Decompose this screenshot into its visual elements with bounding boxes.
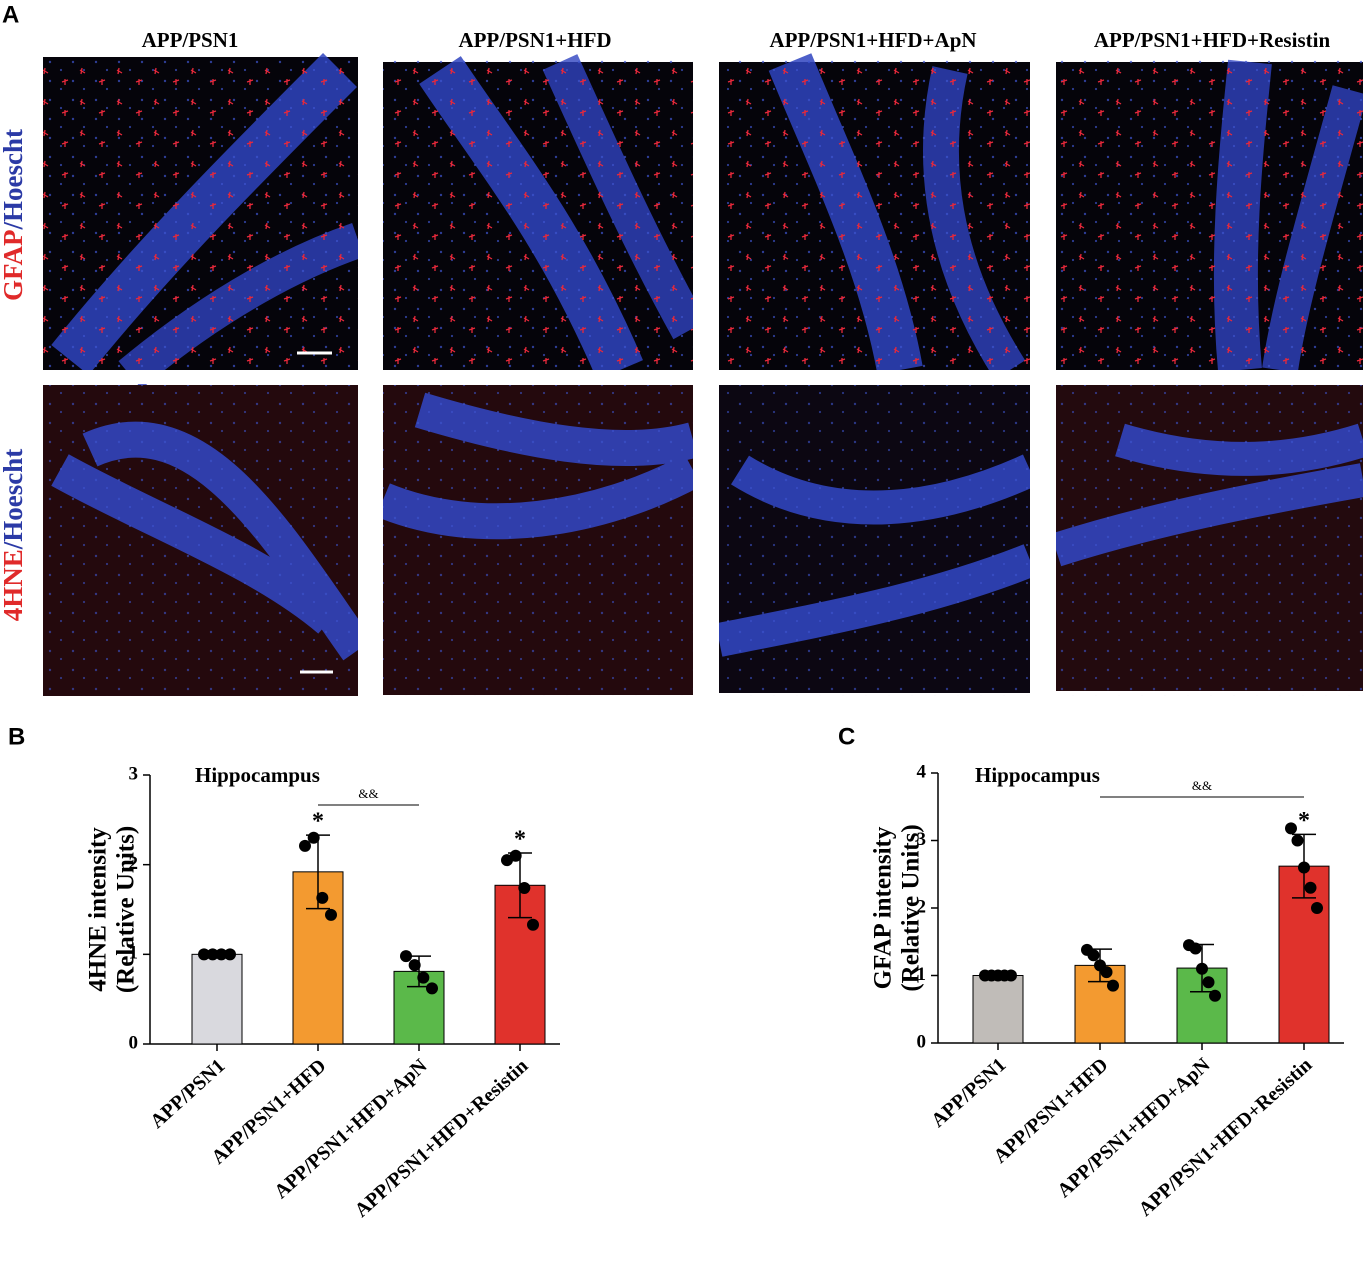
data-point xyxy=(224,948,236,961)
y-tick-label: 4 xyxy=(917,761,927,782)
significance: * xyxy=(1298,808,1310,834)
panel-label: C xyxy=(838,723,855,750)
chart-title: Hippocampus xyxy=(195,763,320,787)
column-title: APP/PSN1+HFD xyxy=(458,28,611,52)
hne-row xyxy=(43,380,1363,700)
data-point xyxy=(1196,962,1208,975)
column-title: APP/PSN1+HFD+ApN xyxy=(769,28,976,52)
panel-label: B xyxy=(8,723,25,750)
marker: GFAP xyxy=(0,230,28,301)
data-point xyxy=(1100,966,1113,979)
significance: * xyxy=(514,827,526,853)
x-tick-label: APP/PSN1 xyxy=(927,1054,1010,1132)
stain: /Hoescht xyxy=(0,129,28,231)
y-tick-label: 2 xyxy=(129,853,139,874)
row-label: 4HNE/Hoescht xyxy=(0,449,28,622)
data-point xyxy=(325,908,337,921)
data-point xyxy=(316,891,329,904)
data-point xyxy=(1285,822,1297,835)
y-tick-label: 1 xyxy=(129,943,139,964)
y-tick-label: 3 xyxy=(917,829,927,850)
data-point xyxy=(1107,979,1119,992)
data-point xyxy=(426,982,438,995)
bracket-label: && xyxy=(1192,778,1212,793)
data-point xyxy=(299,839,311,852)
x-tick-label: APP/PSN1+HFD+Resistin xyxy=(350,1055,532,1222)
data-point xyxy=(527,918,539,931)
y-tick-label: 3 xyxy=(129,763,139,784)
y-tick-label: 0 xyxy=(917,1031,927,1052)
y-tick-label: 2 xyxy=(917,896,927,917)
data-point xyxy=(1304,881,1317,894)
column-title: APP/PSN1 xyxy=(142,28,239,52)
y-tick-label: 0 xyxy=(129,1032,139,1053)
chart-title: Hippocampus xyxy=(975,763,1100,787)
data-point xyxy=(1202,976,1215,989)
data-point xyxy=(1291,834,1304,847)
data-point xyxy=(1311,902,1323,914)
data-point xyxy=(206,948,219,961)
bar xyxy=(972,975,1024,1044)
data-point xyxy=(215,948,228,961)
y-axis-label: (Relative Units) xyxy=(113,826,140,993)
data-point xyxy=(408,959,421,972)
y-tick-label: 1 xyxy=(917,964,927,985)
row-label: GFAP/Hoescht xyxy=(0,129,28,301)
y-axis-label: (Relative Units) xyxy=(898,824,925,991)
gfap-row xyxy=(0,50,1363,389)
bracket-label: && xyxy=(358,786,378,801)
x-tick-label: APP/PSN1 xyxy=(146,1055,229,1133)
data-point xyxy=(1189,942,1202,955)
data-point xyxy=(509,849,522,862)
data-point xyxy=(417,971,430,984)
data-point xyxy=(1005,969,1017,982)
significance: * xyxy=(312,809,324,835)
data-point xyxy=(400,950,412,963)
data-point xyxy=(307,831,320,844)
data-point xyxy=(1087,949,1100,962)
data-point xyxy=(198,948,210,961)
bar xyxy=(191,953,243,1045)
column-title: APP/PSN1+HFD+Resistin xyxy=(1094,28,1331,52)
y-axis-label: 4HNE intensity xyxy=(85,827,112,992)
panel-label: A xyxy=(2,1,19,28)
micrographs xyxy=(0,50,1363,700)
marker: 4HNE xyxy=(0,549,28,621)
stain: /Hoescht xyxy=(0,449,28,551)
y-axis-label: GFAP intensity xyxy=(870,826,897,989)
data-point xyxy=(1209,989,1221,1002)
data-point xyxy=(518,881,531,894)
x-tick-label: APP/PSN1+HFD+Resistin xyxy=(1134,1054,1316,1221)
data-point xyxy=(1298,861,1310,874)
